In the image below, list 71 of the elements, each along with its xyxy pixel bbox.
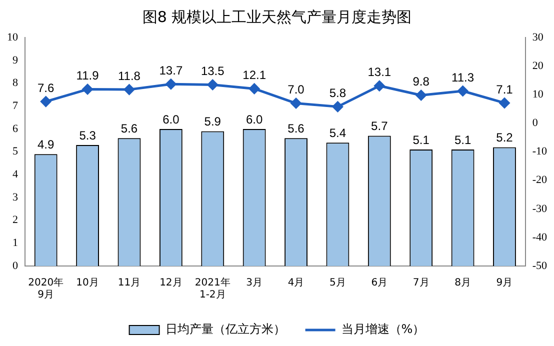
point <box>374 80 385 92</box>
point <box>207 79 218 90</box>
x-tick-label: 5月 <box>330 278 346 289</box>
x-tick-label: 4月 <box>288 278 304 289</box>
y2-tick-label: 10 <box>532 88 544 101</box>
data-label: 5.3 <box>79 128 96 142</box>
data-label: 11.3 <box>452 70 474 84</box>
data-label: 6.0 <box>246 112 263 126</box>
y-tick-label: 2 <box>12 214 18 226</box>
data-label: 5.4 <box>329 126 346 140</box>
data-label: 7.1 <box>496 82 514 96</box>
data-label: 5.7 <box>371 119 388 134</box>
x-tick-label: 9月 <box>496 278 513 289</box>
y2-tick-label: -10 <box>532 146 548 158</box>
data-label: 5.1 <box>412 132 430 147</box>
y-tick-label: 8 <box>12 77 18 90</box>
y2-tick-label: -50 <box>532 260 548 272</box>
data-label: 5.2 <box>496 130 514 145</box>
data-label: 5.6 <box>120 121 138 136</box>
x-tick-label: 2021年 1-2月 <box>194 276 230 301</box>
point <box>499 98 510 108</box>
data-label: 5.1 <box>454 132 472 147</box>
x-tick-label: 7月 <box>412 278 430 289</box>
data-label: 12.1 <box>242 68 266 82</box>
data-label: 7.0 <box>288 82 305 97</box>
data-label: 7.6 <box>38 80 55 95</box>
y-tick-label: 3 <box>12 191 18 204</box>
y2-tick-label: -30 <box>532 202 548 215</box>
y2-tick-label: -20 <box>532 174 548 186</box>
legend-label: 当月增速（%） <box>341 322 425 336</box>
data-label: 5.9 <box>204 114 222 129</box>
x-tick-label: 6月 <box>371 278 388 289</box>
y-tick-label: 7 <box>12 100 18 112</box>
x-tick-label: 10月 <box>76 278 99 289</box>
y2-tick-label: 30 <box>532 31 544 44</box>
y-tick-label: 5 <box>12 146 18 158</box>
chart-title: 图8 规模以上工业天然气产量月度走势图 <box>141 7 413 28</box>
point <box>166 78 176 90</box>
x-tick-label: 12月 <box>160 278 182 289</box>
y-tick-label: 6 <box>12 122 18 135</box>
data-label: 13.7 <box>159 63 183 78</box>
y-tick-label: 9 <box>12 54 18 66</box>
point <box>458 86 468 96</box>
data-label: 5.8 <box>329 86 346 100</box>
point <box>124 84 134 95</box>
x-tick-label: 8月 <box>454 278 471 289</box>
y-tick-label: 1 <box>12 237 18 250</box>
point <box>82 84 93 95</box>
data-label: 11.9 <box>76 68 100 83</box>
data-label: 11.8 <box>118 68 141 83</box>
data-label: 13.1 <box>368 65 392 80</box>
point <box>416 90 426 101</box>
x-tick-label: 3月 <box>246 278 263 289</box>
y2-tick-label: 20 <box>532 60 544 72</box>
point <box>249 83 260 94</box>
y-tick-label: 4 <box>12 168 18 181</box>
point <box>40 96 52 107</box>
point <box>290 98 302 109</box>
x-tick-label: 2020年 9月 <box>28 276 64 301</box>
data-label: 6.0 <box>162 112 180 126</box>
data-label: 5.6 <box>288 121 305 136</box>
legend-label: 日均产量（亿立方米） <box>165 322 286 336</box>
x-tick-label: 11月 <box>118 278 141 289</box>
data-label: 9.8 <box>412 74 430 89</box>
y2-tick-label: -40 <box>532 231 548 244</box>
y-tick-label: 0 <box>12 260 18 272</box>
data-label: 13.5 <box>200 64 225 78</box>
y-tick-label: 10 <box>7 31 18 44</box>
data-label: 4.9 <box>38 137 55 152</box>
y2-tick-label: 0 <box>532 117 538 130</box>
point <box>332 101 343 112</box>
